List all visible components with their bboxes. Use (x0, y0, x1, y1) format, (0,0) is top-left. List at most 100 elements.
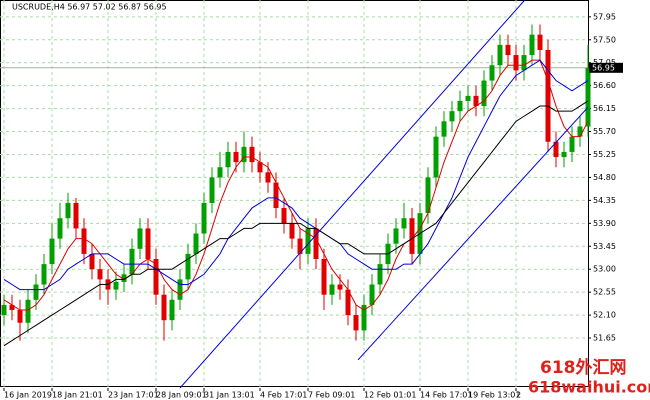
candle-body (561, 151, 567, 158)
candle-body (457, 100, 463, 112)
moving-average (3, 59, 589, 311)
candle-body (265, 172, 271, 183)
y-tick-label: 53.00 (593, 265, 616, 274)
candle-body (97, 269, 103, 280)
candle-body (433, 136, 439, 178)
candle-body (185, 253, 191, 280)
candle-body (241, 146, 247, 163)
candle-body (81, 228, 87, 254)
x-tick-label: 18 Jan 21:01 (52, 391, 103, 400)
candle-body (553, 141, 559, 158)
candle-body (17, 309, 23, 323)
candle-body (369, 284, 375, 305)
candle-body (233, 151, 239, 163)
candle-body (329, 284, 335, 295)
x-tick-label: 4 Feb 17:01 (260, 391, 307, 400)
candle-body (377, 264, 383, 285)
price-tag-label: 56.95 (592, 63, 615, 72)
candle-body (393, 228, 399, 244)
candle-body (217, 167, 223, 178)
candle-body (113, 281, 119, 290)
candle-body (121, 274, 127, 282)
candle-body (57, 218, 63, 239)
plot-frame (0, 0, 589, 387)
candle-body (33, 284, 39, 300)
candle-body (65, 202, 71, 219)
y-tick-label: 57.95 (593, 12, 616, 21)
candle-body (281, 208, 287, 224)
y-tick-label: 55.70 (593, 127, 616, 136)
candle-body (1, 304, 7, 316)
candle-body (529, 34, 535, 56)
x-tick-label: 28 Jan 09:01 (156, 391, 207, 400)
candle-body (401, 218, 407, 229)
candle-body (225, 151, 231, 168)
candle-body (409, 218, 415, 254)
y-tick-label: 54.80 (593, 173, 616, 182)
y-tick-label: 57.05 (593, 58, 616, 67)
moving-average (3, 100, 589, 347)
candle-body (577, 126, 583, 137)
candle-body (569, 136, 575, 152)
candle-body (289, 223, 295, 239)
candle-body (361, 304, 367, 331)
candle-body (209, 177, 215, 203)
candle-body (169, 299, 175, 321)
y-tick-label: 52.55 (593, 288, 616, 297)
candle-body (313, 228, 319, 260)
candle-body (345, 289, 351, 316)
candle-body (73, 202, 79, 229)
candle-body (481, 80, 487, 107)
candle-body (321, 259, 327, 295)
candle-body (25, 299, 31, 323)
candle-body (337, 284, 343, 290)
candle-body (545, 49, 551, 142)
candle-body (193, 233, 199, 254)
candle-body (521, 55, 527, 71)
channel-line (357, 106, 588, 361)
chart-title: USCRUDE,H4 56.97 57.02 56.87 56.95 (12, 3, 167, 12)
candle-body (153, 259, 159, 295)
candle-body (585, 67, 591, 127)
y-tick-label: 56.60 (593, 81, 616, 90)
candle-body (465, 95, 471, 101)
candle-body (9, 304, 15, 310)
candle-body (353, 315, 359, 331)
y-tick-label: 51.65 (593, 334, 616, 343)
candle-body (137, 228, 143, 249)
candle-body (449, 111, 455, 122)
moving-average (3, 59, 589, 291)
candle-body (129, 248, 135, 275)
x-tick-label: 2 (516, 391, 521, 400)
candle-body (89, 253, 95, 270)
candle-body (249, 146, 255, 163)
x-tick-label: 7 Feb 09:01 (308, 391, 355, 400)
x-tick-label: 12 Feb 01:01 (364, 391, 416, 400)
x-tick-label: 14 Feb 17:01 (420, 391, 472, 400)
candle-body (161, 294, 167, 321)
candle-body (49, 238, 55, 265)
x-tick-label: 19 Feb 13:01 (468, 391, 520, 400)
watermark: 618waihui.com (528, 378, 650, 397)
candle-body (505, 44, 511, 56)
candle-body (441, 121, 447, 137)
x-tick-label: 23 Jan 17:01 (108, 391, 159, 400)
candle-body (297, 238, 303, 254)
candle-body (305, 228, 311, 254)
x-tick-label: 16 Jan 2019 (4, 391, 52, 400)
y-tick-label: 57.50 (593, 35, 616, 44)
candle-body (257, 162, 263, 173)
candle-body (473, 95, 479, 107)
candle-body (177, 279, 183, 300)
candle-body (425, 177, 431, 214)
candle-body (201, 202, 207, 234)
candle-body (537, 34, 543, 50)
candle-body (513, 55, 519, 71)
watermark: 618外汇网 (540, 357, 627, 378)
candle-body (497, 44, 503, 66)
y-tick-label: 52.10 (593, 311, 616, 320)
channel-line (179, 0, 526, 388)
y-tick-label: 53.45 (593, 242, 616, 251)
y-tick-label: 56.15 (593, 104, 616, 113)
